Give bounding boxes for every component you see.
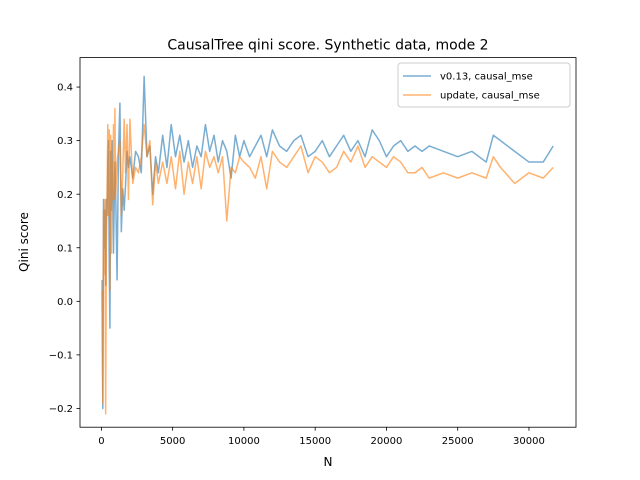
legend-label-1: update, causal_mse: [440, 91, 540, 102]
y-tick-label: 0.2: [57, 190, 73, 201]
y-axis-label: Qini score: [17, 212, 31, 272]
legend-label-0: v0.13, causal_mse: [440, 72, 533, 83]
y-tick-label: −0.1: [49, 350, 73, 361]
x-tick-label: 25000: [442, 436, 474, 447]
series-line-0: [101, 75, 554, 410]
x-axis: 0 5000 10000 15000 20000 25000 30000: [98, 427, 545, 447]
x-tick-label: 15000: [299, 436, 331, 447]
x-tick-label: 30000: [513, 436, 545, 447]
plot-frame: [79, 57, 577, 428]
series-layer: [101, 75, 554, 415]
y-tick-label: 0.0: [57, 297, 73, 308]
plot-area: [80, 57, 576, 428]
chart-title: CausalTree qini score. Synthetic data, m…: [167, 38, 488, 54]
y-tick-label: 0.1: [57, 243, 73, 254]
legend: v0.13, causal_mse update, causal_mse: [397, 62, 571, 108]
y-tick-label: −0.2: [49, 404, 73, 415]
y-axis: −0.2 −0.1 0.0 0.1 0.2 0.3 0.4: [49, 83, 80, 415]
x-tick-label: 20000: [371, 436, 403, 447]
y-tick-label: 0.3: [57, 136, 73, 147]
legend-frame: [397, 62, 571, 108]
series-line-1: [101, 107, 554, 415]
x-tick-label: 10000: [228, 436, 260, 447]
x-axis-label: N: [324, 455, 333, 469]
y-tick-label: 0.4: [57, 83, 73, 94]
x-tick-label: 5000: [160, 436, 185, 447]
x-tick-label: 0: [98, 436, 104, 447]
